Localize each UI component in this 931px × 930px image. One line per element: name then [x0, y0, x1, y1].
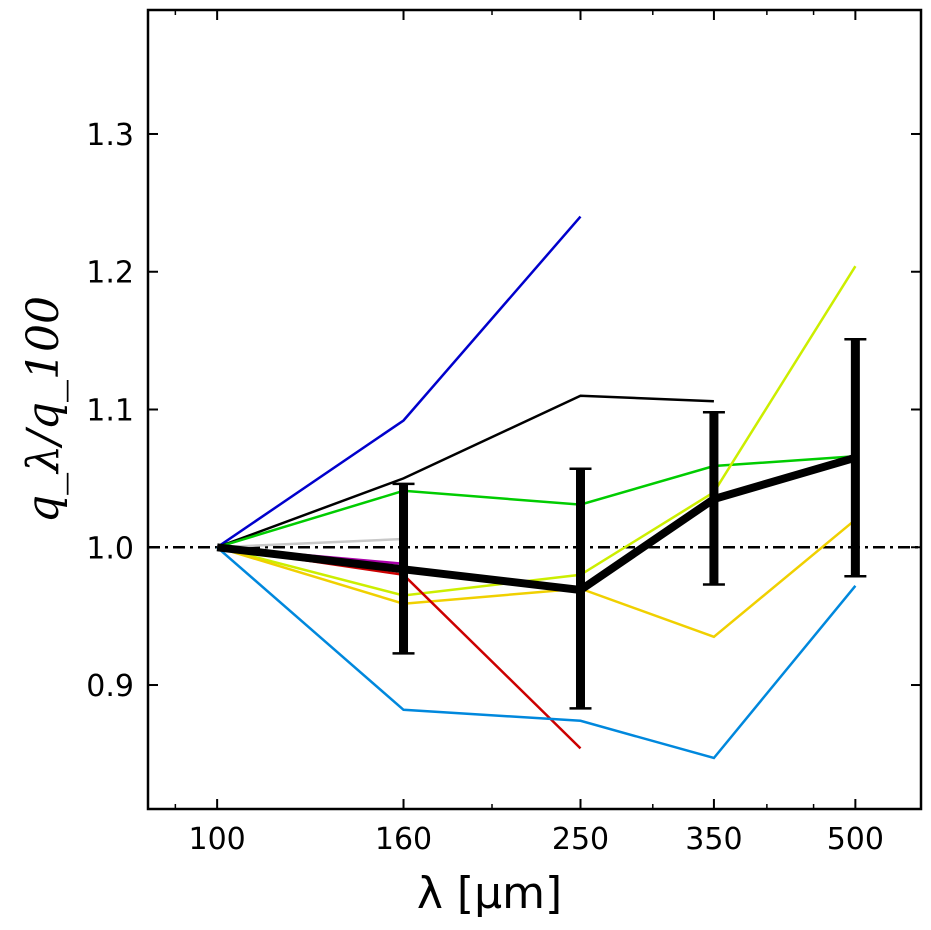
series-line-gold	[216, 518, 857, 639]
series-line-light-gray	[217, 537, 404, 549]
x-tick-label: 500	[827, 822, 884, 857]
series-line-black-thin	[216, 394, 714, 549]
y-tick-label: 1.1	[86, 394, 134, 429]
y-tick-label: 1.3	[86, 118, 134, 153]
x-tick-label: 160	[375, 822, 432, 857]
plot-frame	[146, 8, 923, 811]
tick-labels-group: 0.9 1.0 1.1 1.2 1.3 100 160 250 350 500	[86, 118, 884, 857]
mean-series-group	[216, 337, 867, 710]
y-tick-label: 1.2	[86, 256, 134, 291]
x-tick-label: 250	[552, 822, 609, 857]
series-line-green	[216, 455, 856, 549]
mean-line	[216, 453, 857, 595]
series-line-blue	[216, 215, 582, 549]
series-line-teal-blue	[216, 546, 857, 760]
x-axis-title: λ [μm]	[417, 868, 562, 919]
x-tick-label: 350	[685, 822, 742, 857]
x-tick-label: 100	[189, 822, 246, 857]
y-axis-title: q_λ/q_100	[18, 296, 69, 523]
axes-group	[146, 8, 923, 811]
y-tick-label: 0.9	[86, 669, 134, 704]
y-tick-label: 1.0	[86, 531, 134, 566]
